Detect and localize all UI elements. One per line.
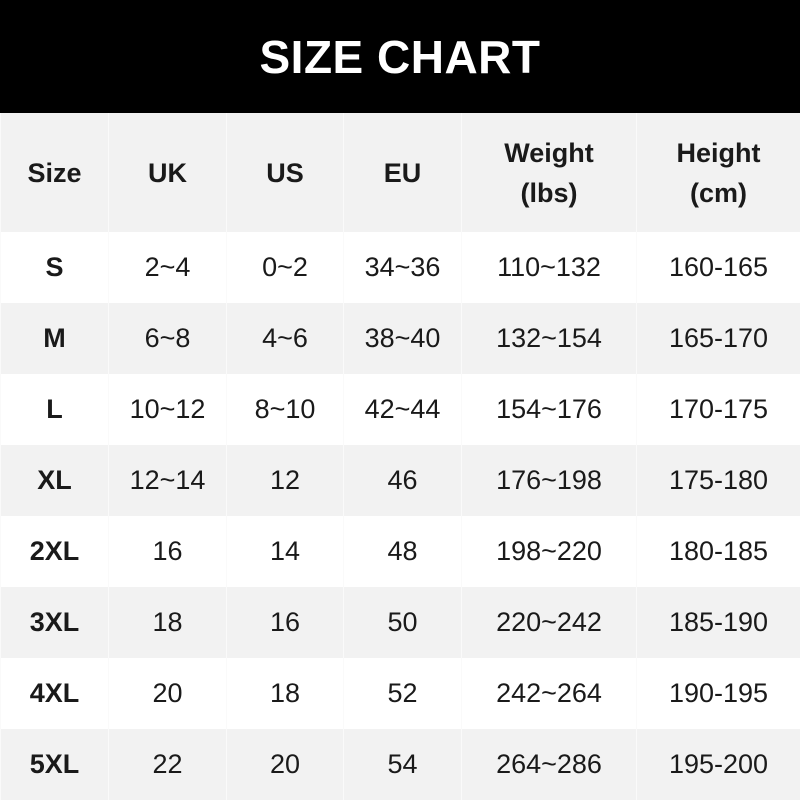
header-text: UK [148, 157, 187, 188]
cell-eu: 42~44 [343, 374, 462, 445]
cell-uk: 16 [108, 516, 227, 587]
cell-weight: 198~220 [461, 516, 637, 587]
header-text: Size [27, 157, 82, 188]
column-header-height: Height (cm) [636, 113, 800, 232]
header-text: (cm) [689, 177, 747, 208]
header-text: US [266, 157, 304, 188]
cell-uk: 2~4 [108, 232, 227, 303]
table-row: 3XL 18 16 50 220~242 185-190 [0, 587, 800, 658]
cell-size: S [0, 232, 109, 303]
cell-size: 5XL [0, 729, 109, 800]
table-row: 4XL 20 18 52 242~264 190-195 [0, 658, 800, 729]
cell-us: 4~6 [226, 303, 344, 374]
cell-height: 190-195 [636, 658, 800, 729]
header-text: Height [676, 137, 761, 168]
cell-weight: 220~242 [461, 587, 637, 658]
cell-us: 0~2 [226, 232, 344, 303]
cell-us: 20 [226, 729, 344, 800]
cell-eu: 50 [343, 587, 462, 658]
cell-weight: 264~286 [461, 729, 637, 800]
cell-weight: 132~154 [461, 303, 637, 374]
header-text: EU [383, 157, 422, 188]
cell-eu: 38~40 [343, 303, 462, 374]
cell-uk: 6~8 [108, 303, 227, 374]
header-text: (lbs) [520, 177, 578, 208]
column-header-uk: UK [108, 113, 227, 232]
cell-size: 4XL [0, 658, 109, 729]
cell-us: 14 [226, 516, 344, 587]
cell-uk: 10~12 [108, 374, 227, 445]
cell-size: M [0, 303, 109, 374]
cell-height: 160-165 [636, 232, 800, 303]
cell-size: 2XL [0, 516, 109, 587]
cell-height: 175-180 [636, 445, 800, 516]
table-row: XL 12~14 12 46 176~198 175-180 [0, 445, 800, 516]
table-row: M 6~8 4~6 38~40 132~154 165-170 [0, 303, 800, 374]
table-row: 2XL 16 14 48 198~220 180-185 [0, 516, 800, 587]
table-row: 5XL 22 20 54 264~286 195-200 [0, 729, 800, 800]
cell-us: 16 [226, 587, 344, 658]
cell-height: 165-170 [636, 303, 800, 374]
cell-us: 12 [226, 445, 344, 516]
cell-eu: 46 [343, 445, 462, 516]
table-row: L 10~12 8~10 42~44 154~176 170-175 [0, 374, 800, 445]
cell-uk: 20 [108, 658, 227, 729]
cell-eu: 34~36 [343, 232, 462, 303]
table-row: S 2~4 0~2 34~36 110~132 160-165 [0, 232, 800, 303]
cell-weight: 110~132 [461, 232, 637, 303]
cell-height: 180-185 [636, 516, 800, 587]
cell-height: 170-175 [636, 374, 800, 445]
header-row: Size UK US EU Weight (lbs) Height (cm) [0, 113, 800, 232]
column-header-size: Size [0, 113, 109, 232]
column-header-weight: Weight (lbs) [461, 113, 637, 232]
column-header-eu: EU [343, 113, 462, 232]
cell-size: 3XL [0, 587, 109, 658]
cell-us: 18 [226, 658, 344, 729]
header-text: Weight [504, 137, 594, 168]
cell-weight: 176~198 [461, 445, 637, 516]
cell-uk: 12~14 [108, 445, 227, 516]
cell-eu: 54 [343, 729, 462, 800]
cell-eu: 52 [343, 658, 462, 729]
cell-height: 195-200 [636, 729, 800, 800]
cell-weight: 154~176 [461, 374, 637, 445]
cell-size: L [0, 374, 109, 445]
cell-eu: 48 [343, 516, 462, 587]
cell-weight: 242~264 [461, 658, 637, 729]
column-header-us: US [226, 113, 344, 232]
cell-uk: 18 [108, 587, 227, 658]
cell-height: 185-190 [636, 587, 800, 658]
cell-us: 8~10 [226, 374, 344, 445]
cell-size: XL [0, 445, 109, 516]
cell-uk: 22 [108, 729, 227, 800]
size-table: Size UK US EU Weight (lbs) Height (cm) S 2~4 0~2 3… [0, 113, 800, 800]
chart-title: SIZE CHART [0, 0, 800, 113]
